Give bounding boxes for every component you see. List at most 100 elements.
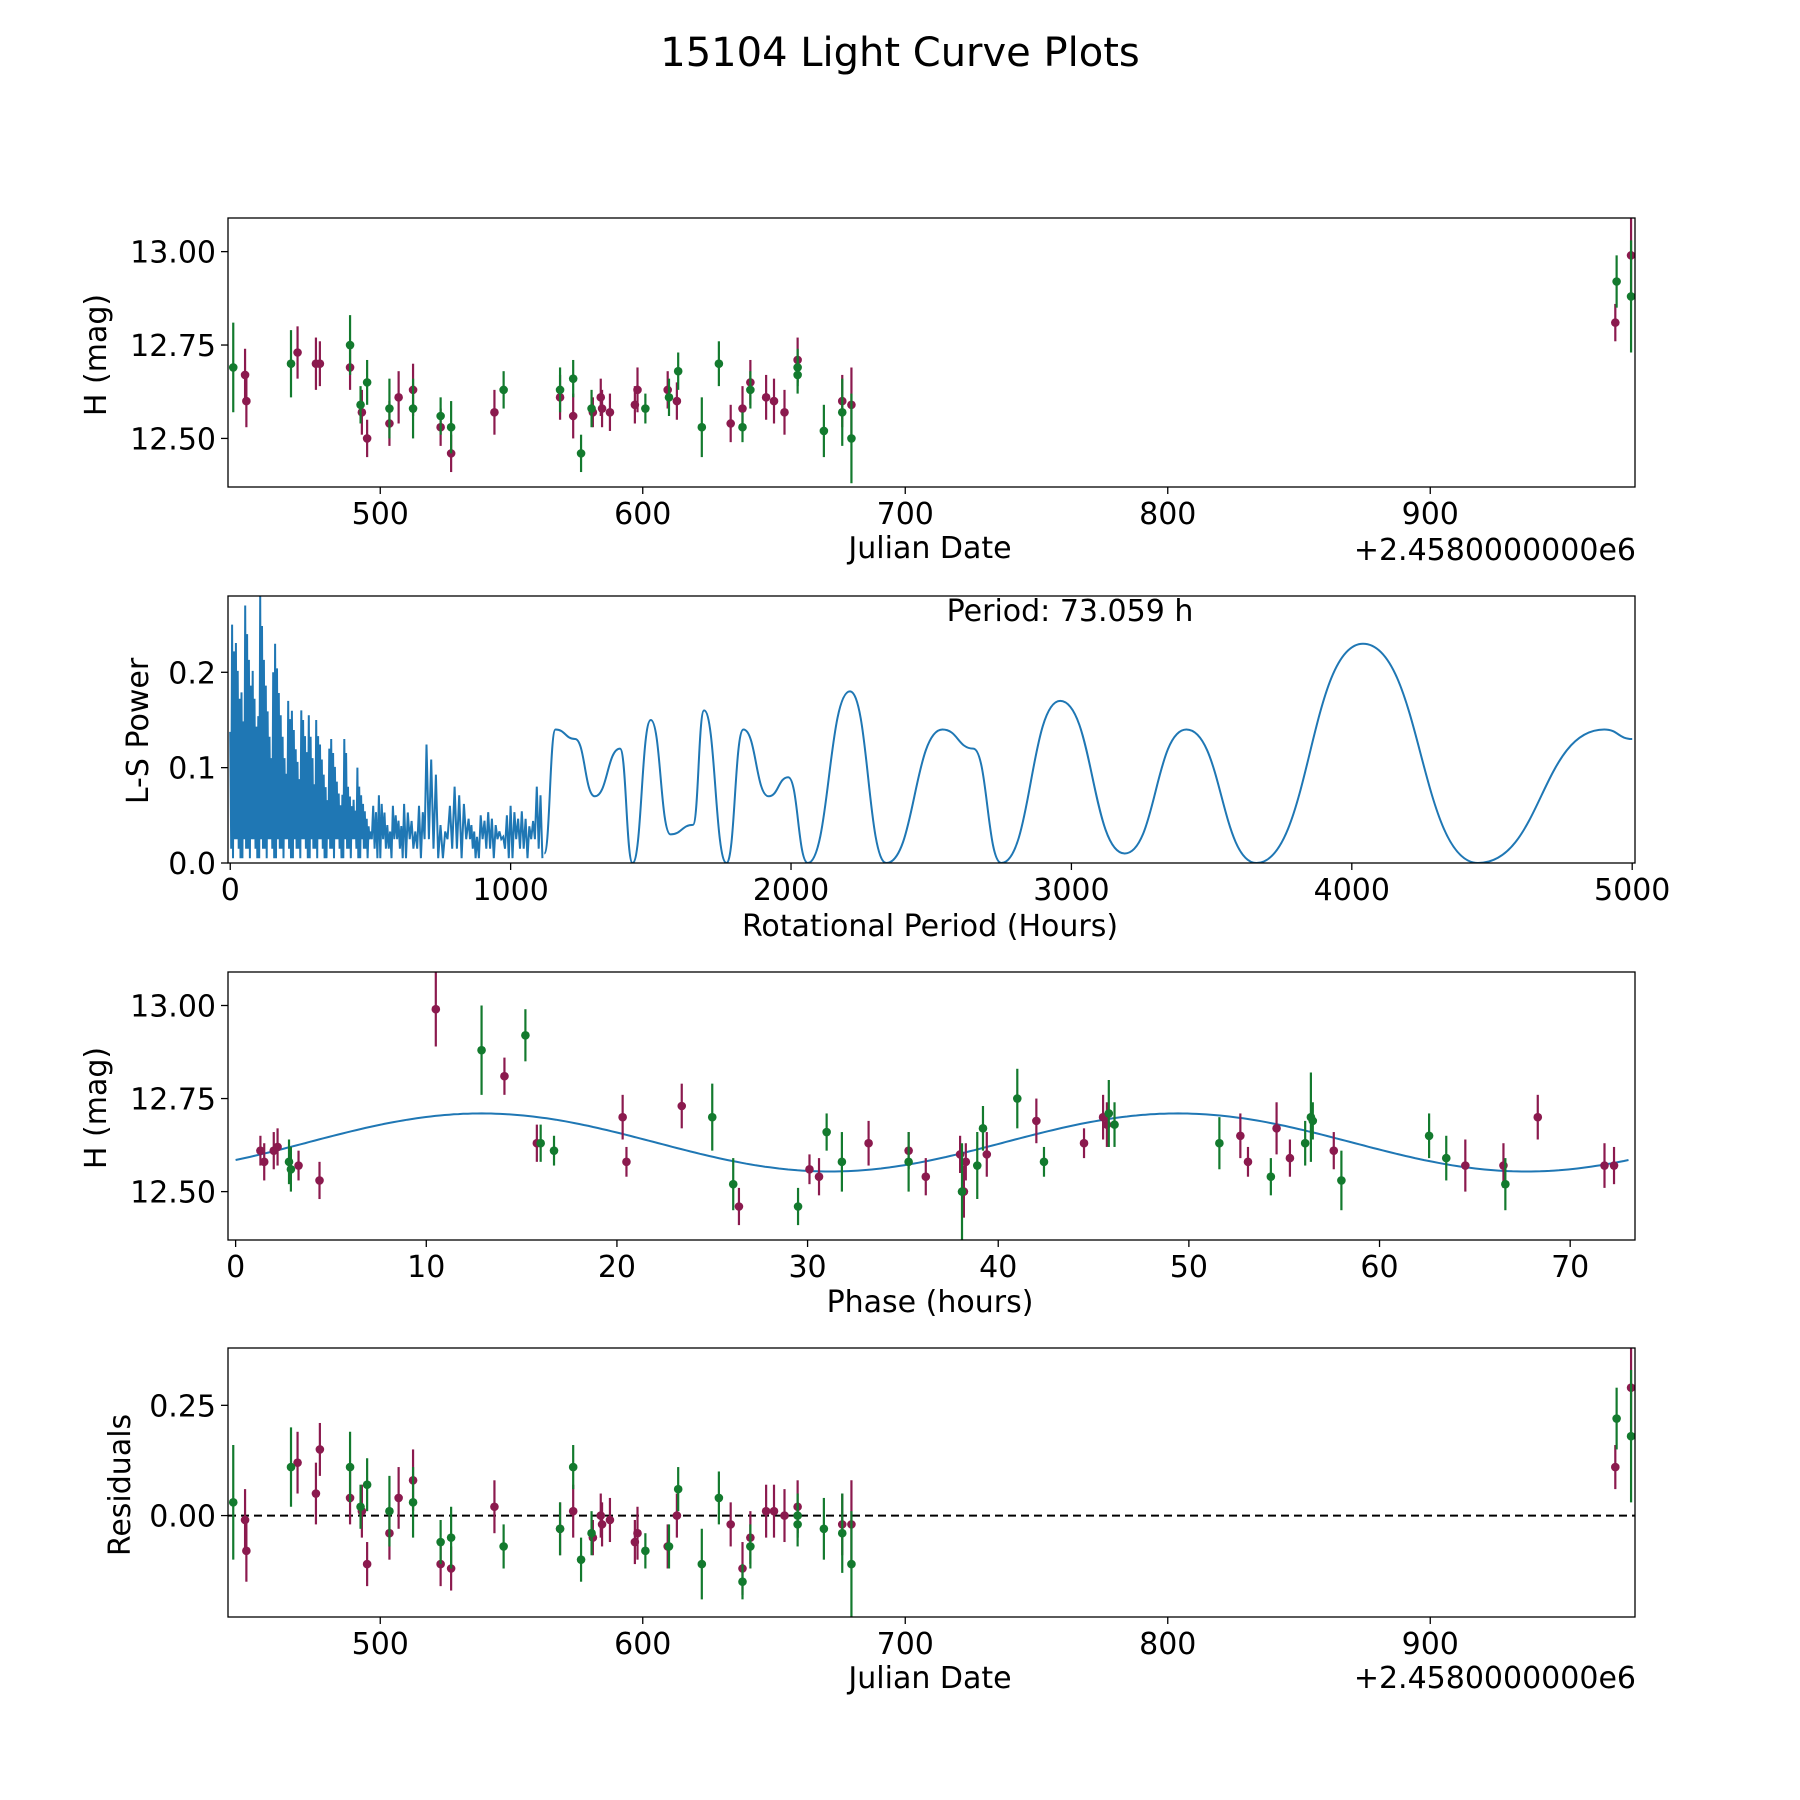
phase-panel: Phase (hours) H (mag) 0 10 20 30 40 50 60 70 12.… xyxy=(79,971,1636,1320)
data-point-purple xyxy=(500,1071,509,1081)
data-point-green xyxy=(568,1462,578,1472)
data-points-layer xyxy=(256,972,1619,1240)
y-tick-label: 12.75 xyxy=(130,1083,216,1118)
data-point-purple xyxy=(597,1520,607,1529)
data-point-green xyxy=(697,1559,707,1569)
data-point-purple xyxy=(672,396,682,406)
data-point-green xyxy=(228,1498,238,1507)
data-point-green xyxy=(957,1187,967,1196)
data-point-purple xyxy=(1611,318,1620,327)
data-point-purple xyxy=(596,393,606,402)
data-point-green xyxy=(1110,1120,1119,1129)
x-offset-label: +2.4580000000e6 xyxy=(1354,1661,1636,1696)
data-point-green xyxy=(738,1577,747,1587)
x-tick-label: 500 xyxy=(352,497,409,532)
model-curve xyxy=(235,1112,1629,1173)
data-point-green xyxy=(587,404,596,413)
data-point-green xyxy=(436,1537,445,1547)
data-point-green xyxy=(228,363,238,372)
data-point-purple xyxy=(622,1157,631,1167)
data-point-purple xyxy=(726,419,735,428)
data-point-green xyxy=(446,422,456,432)
data-point-green xyxy=(1300,1138,1310,1148)
data-point-green xyxy=(499,1542,508,1551)
x-tick-label: 500 xyxy=(352,1627,409,1662)
data-point-purple xyxy=(769,396,779,406)
data-point-purple xyxy=(568,411,578,421)
data-point-purple xyxy=(1329,1146,1339,1155)
data-point-purple xyxy=(315,359,325,369)
x-tick-label: 10 xyxy=(407,1250,445,1285)
data-point-green xyxy=(1266,1172,1276,1182)
data-point-purple xyxy=(633,1528,642,1538)
x-tick-label: 700 xyxy=(877,497,934,532)
x-axis-label: Julian Date xyxy=(846,531,1011,566)
data-point-purple xyxy=(315,1445,325,1454)
data-point-green xyxy=(1441,1153,1451,1163)
data-point-purple xyxy=(293,348,302,357)
period-annotation: Period: 73.059 h xyxy=(947,594,1194,629)
data-point-purple xyxy=(1102,1120,1112,1129)
data-point-green xyxy=(793,1511,802,1520)
data-point-green xyxy=(728,1179,738,1189)
data-point-green xyxy=(284,1157,294,1167)
data-point-green xyxy=(587,1528,596,1538)
data-point-green xyxy=(822,1127,831,1137)
y-tick-label: 0.1 xyxy=(168,752,216,787)
data-point-purple xyxy=(1032,1116,1041,1126)
data-point-purple xyxy=(633,385,642,395)
periodogram-noise xyxy=(229,596,544,859)
data-point-green xyxy=(819,1524,829,1534)
y-tick-label: 12.50 xyxy=(130,422,216,457)
data-point-green xyxy=(1626,1431,1635,1441)
y-tick-label: 0.00 xyxy=(149,1500,216,1535)
x-tick-label: 3000 xyxy=(1033,873,1109,908)
data-point-green xyxy=(1501,1179,1510,1189)
data-point-green xyxy=(978,1124,988,1133)
data-point-purple xyxy=(672,1511,682,1520)
data-point-green xyxy=(847,1559,856,1569)
x-tick-label: 1000 xyxy=(472,873,548,908)
data-point-purple xyxy=(726,1520,735,1529)
data-point-green xyxy=(1215,1138,1224,1148)
data-point-green xyxy=(837,1157,847,1167)
x-tick-label: 700 xyxy=(877,1627,934,1662)
data-point-green xyxy=(641,1546,650,1556)
y-tick-label: 12.75 xyxy=(130,329,216,364)
data-point-green xyxy=(576,1555,586,1564)
data-point-purple xyxy=(568,1506,578,1516)
data-point-green xyxy=(286,1462,296,1472)
y-axis-label: H (mag) xyxy=(79,1047,114,1169)
y-axis-label: Residuals xyxy=(103,1414,138,1556)
data-point-green xyxy=(1308,1116,1318,1126)
data-point-purple xyxy=(955,1150,965,1159)
data-point-green xyxy=(436,411,445,421)
axes-frame xyxy=(227,217,1636,488)
x-tick-label: 900 xyxy=(1402,1627,1459,1662)
data-point-purple xyxy=(805,1164,814,1174)
data-point-green xyxy=(1612,1414,1621,1423)
data-point-green xyxy=(345,1462,355,1472)
data-point-purple xyxy=(1243,1157,1253,1167)
data-point-purple xyxy=(1272,1124,1281,1133)
y-tick-label: 0.0 xyxy=(168,847,216,882)
x-tick-label: 900 xyxy=(1402,497,1459,532)
data-point-purple xyxy=(734,1202,744,1211)
x-tick-label: 600 xyxy=(614,1627,671,1662)
data-point-purple xyxy=(242,396,251,406)
data-point-purple xyxy=(921,1172,931,1182)
data-point-green xyxy=(847,434,856,443)
data-point-green xyxy=(1337,1176,1346,1185)
data-point-green xyxy=(837,407,847,417)
x-tick-label: 4000 xyxy=(1314,873,1390,908)
data-point-green xyxy=(904,1157,913,1167)
data-point-green xyxy=(793,363,802,372)
x-tick-label: 0 xyxy=(226,1250,245,1285)
x-axis-label: Rotational Period (Hours) xyxy=(742,909,1118,944)
data-point-green xyxy=(345,340,355,350)
x-tick-label: 0 xyxy=(221,873,240,908)
data-point-green xyxy=(408,1498,418,1507)
data-point-purple xyxy=(242,1546,251,1556)
data-points-layer xyxy=(228,1348,1635,1617)
data-point-green xyxy=(738,422,747,432)
